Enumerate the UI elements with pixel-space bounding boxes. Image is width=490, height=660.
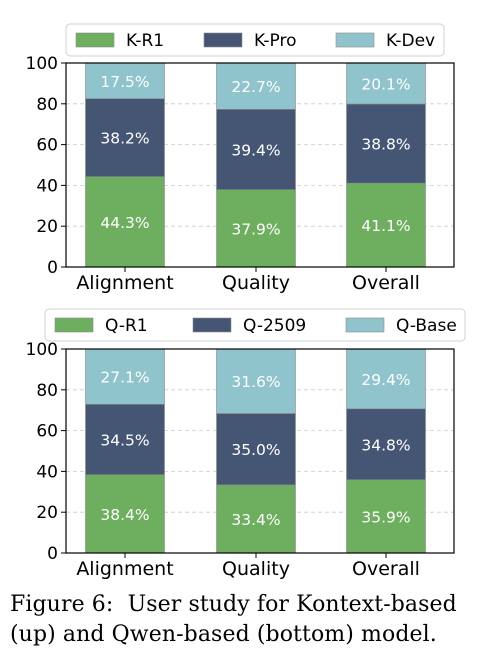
bar-segment xyxy=(346,348,426,410)
caption-line-2: (up) and Qwen-based (bottom) model. xyxy=(10,622,437,647)
bar-data-label: 38.4% xyxy=(100,506,149,524)
x-category-label: Alignment xyxy=(76,558,173,580)
bar-data-label: 20.1% xyxy=(361,76,410,94)
bar-segment xyxy=(85,348,165,405)
y-tick-label: 20 xyxy=(36,217,58,237)
bar-segment xyxy=(85,98,165,177)
bar-data-label: 22.7% xyxy=(231,78,280,96)
bar-data-label: 35.9% xyxy=(361,508,410,526)
x-category-label: Quality xyxy=(222,558,290,580)
y-tick-label: 20 xyxy=(36,503,58,523)
x-category-label: Overall xyxy=(352,558,420,580)
bar-segment xyxy=(216,189,296,268)
bar-data-label: 41.1% xyxy=(361,217,410,235)
bar-data-label: 39.4% xyxy=(231,141,280,159)
y-tick-label: 100 xyxy=(26,340,58,360)
legend-swatch xyxy=(192,317,232,333)
y-tick-label: 60 xyxy=(36,136,58,156)
x-category-label: Quality xyxy=(222,272,290,294)
bar-data-label: 34.8% xyxy=(361,436,410,454)
y-tick-label: 40 xyxy=(36,462,58,482)
bar-data-label: 34.5% xyxy=(100,431,149,449)
bar-data-label: 31.6% xyxy=(231,373,280,391)
legend-swatch xyxy=(54,317,94,333)
bar-segment xyxy=(346,479,426,554)
y-tick-label: 0 xyxy=(47,258,58,278)
bar-segment xyxy=(216,62,296,110)
bar-data-label: 29.4% xyxy=(361,371,410,389)
y-tick-label: 60 xyxy=(36,422,58,442)
bar-segment xyxy=(85,403,165,475)
bar-data-label: 33.4% xyxy=(231,511,280,529)
bar-segment xyxy=(216,413,296,486)
bar-data-label: 35.0% xyxy=(231,441,280,459)
legend-swatch xyxy=(345,317,385,333)
bar-segment xyxy=(346,408,426,481)
caption-line-1: Figure 6: User study for Kontext-based xyxy=(10,592,457,617)
legend-label: Q-2509 xyxy=(243,316,306,336)
legend-swatch xyxy=(75,32,115,48)
legend-label: K-R1 xyxy=(126,31,164,51)
bar-segment xyxy=(216,484,296,554)
x-category-label: Alignment xyxy=(76,272,173,294)
figure-canvas: 0 20 40 60 80 100 44.3% 38.2% 17.5% Alignment 37.9… xyxy=(26,23,466,580)
y-tick-label: 100 xyxy=(26,54,58,74)
chart-1: 0 20 40 60 80 100 44.3% 38.2% 17.5% Alignment 37.9… xyxy=(26,23,455,294)
y-tick-label: 80 xyxy=(36,381,58,401)
bar-data-label: 17.5% xyxy=(100,73,149,91)
bar-segment xyxy=(216,348,296,414)
legend-box xyxy=(44,308,466,342)
bar-data-label: 44.3% xyxy=(100,214,149,232)
legend-label: Q-R1 xyxy=(105,316,148,336)
bar-segment xyxy=(346,62,426,105)
legend-swatch xyxy=(203,32,243,48)
axes-frame xyxy=(65,348,455,554)
bar-data-label: 38.2% xyxy=(100,130,149,148)
legend-label: K-Dev xyxy=(386,31,435,51)
legend-label: Q-Base xyxy=(396,316,457,336)
bar-segment xyxy=(85,474,165,554)
legend-label: K-Pro xyxy=(254,31,296,51)
bar-segment xyxy=(216,109,296,190)
bar-segment xyxy=(346,182,426,268)
y-tick-label: 0 xyxy=(47,544,58,564)
legend: K-R1 K-Pro K-Dev xyxy=(65,23,445,57)
x-category-label: Overall xyxy=(352,272,420,294)
axes-frame xyxy=(65,62,455,268)
legend-swatch xyxy=(335,32,375,48)
bar-segment xyxy=(85,62,165,100)
legend: Q-R1 Q-2509 Q-Base xyxy=(44,308,466,342)
bar-data-label: 38.8% xyxy=(361,136,410,154)
legend-box xyxy=(65,23,445,57)
figure-caption: Figure 6: User study for Kontext-based (… xyxy=(10,590,480,650)
bar-data-label: 27.1% xyxy=(100,369,149,387)
y-tick-label: 80 xyxy=(36,95,58,115)
y-tick-label: 40 xyxy=(36,176,58,196)
bar-data-label: 37.9% xyxy=(231,220,280,238)
chart-2: 0 20 40 60 80 100 38.4% 34.5% 27.1% Alignment 33.4… xyxy=(26,308,466,580)
